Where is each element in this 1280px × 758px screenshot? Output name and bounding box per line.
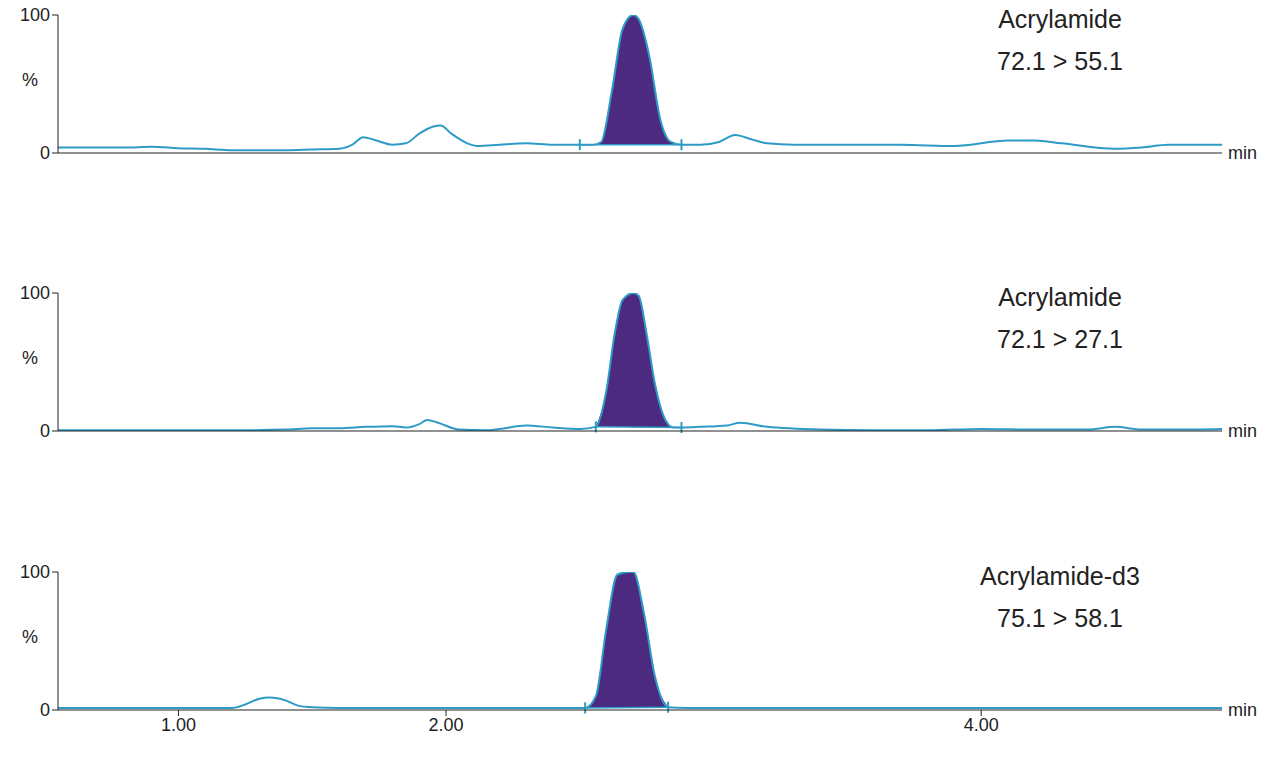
html-text:72.1 > 27.1: 72.1 > 27.1 xyxy=(997,325,1123,353)
html-text:Acrylamide: Acrylamide xyxy=(998,5,1122,33)
svg-text:2.00: 2.00 xyxy=(428,715,463,735)
html-text:72.1 > 55.1: 72.1 > 55.1 xyxy=(997,47,1123,75)
svg-text:100: 100 xyxy=(20,283,50,303)
html-text:min: min xyxy=(1228,700,1257,720)
html-text:75.1 > 58.1: 75.1 > 58.1 xyxy=(997,604,1123,632)
svg-text:100: 100 xyxy=(20,5,50,25)
svg-text:100: 100 xyxy=(20,562,50,582)
html-text:min: min xyxy=(1228,421,1257,441)
svg-text:0: 0 xyxy=(40,143,50,163)
svg-text:4.00: 4.00 xyxy=(964,715,999,735)
svg-text:0: 0 xyxy=(40,700,50,720)
html-text:min: min xyxy=(1228,143,1257,163)
svg-text:0: 0 xyxy=(40,421,50,441)
html-text:Acrylamide-d3: Acrylamide-d3 xyxy=(980,562,1140,590)
svg-text:1.00: 1.00 xyxy=(161,715,196,735)
html-text:Acrylamide: Acrylamide xyxy=(998,283,1122,311)
